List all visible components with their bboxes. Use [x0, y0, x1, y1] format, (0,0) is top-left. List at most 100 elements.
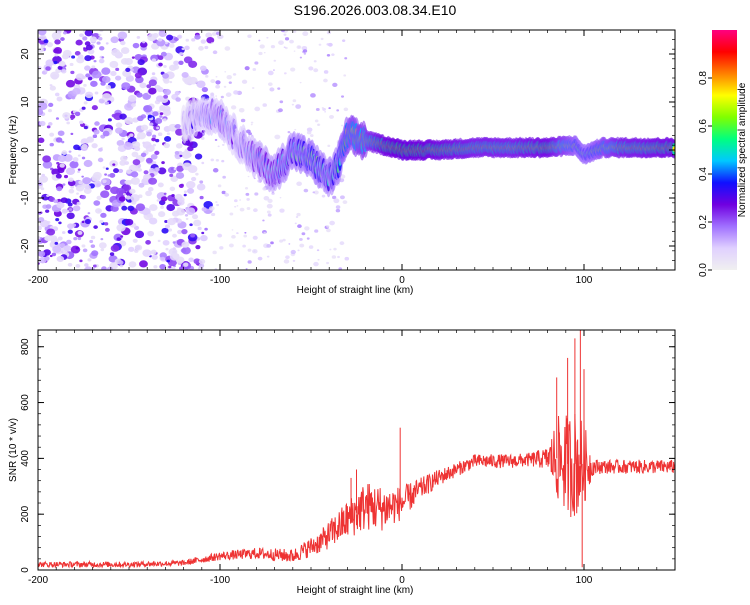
noise-blob	[166, 34, 174, 41]
noise-blob	[163, 142, 170, 149]
noise-blob	[267, 70, 274, 76]
noise-blob	[157, 239, 161, 243]
noise-blob	[312, 191, 315, 194]
noise-blob	[240, 118, 246, 123]
noise-blob	[246, 207, 251, 211]
noise-blob	[287, 131, 291, 134]
noise-blob	[138, 182, 145, 188]
noise-blob	[205, 32, 213, 38]
noise-blob	[160, 51, 167, 57]
noise-blob	[49, 142, 54, 147]
noise-blob	[198, 263, 205, 269]
noise-blob	[117, 31, 128, 40]
noise-blob	[83, 125, 88, 130]
noise-blob	[195, 245, 201, 250]
noise-blob	[53, 199, 59, 204]
noise-blob	[270, 241, 274, 245]
noise-blob	[250, 123, 253, 126]
noise-blob	[102, 166, 106, 169]
noise-blob	[67, 262, 73, 267]
noise-blob	[55, 218, 60, 222]
noise-blob	[140, 152, 147, 158]
noise-blob	[96, 41, 101, 45]
noise-blob	[245, 267, 248, 270]
noise-blob	[66, 121, 70, 125]
noise-blob	[42, 160, 53, 169]
noise-blob	[139, 260, 148, 268]
noise-blob	[283, 33, 287, 36]
noise-blob	[70, 185, 75, 189]
colorbar-tick-label: 0.2	[698, 215, 709, 229]
noise-blob	[115, 67, 120, 71]
noise-blob	[284, 46, 288, 50]
noise-blob	[170, 175, 179, 182]
noise-blob	[84, 266, 93, 270]
noise-blob	[258, 39, 261, 42]
noise-blob	[104, 101, 110, 105]
noise-blob	[49, 85, 56, 91]
noise-blob	[110, 70, 117, 77]
noise-blob	[61, 208, 68, 214]
noise-blob	[284, 72, 287, 75]
noise-blob	[254, 61, 259, 65]
noise-blob	[200, 136, 205, 140]
noise-blob	[269, 87, 275, 92]
noise-blob	[45, 204, 52, 209]
noise-blob	[84, 219, 92, 225]
noise-blob	[119, 264, 124, 268]
snr-axes: -200 -100 0 100 0 200 400 600 800	[20, 330, 676, 586]
noise-blob	[310, 93, 316, 98]
noise-blob	[293, 30, 297, 33]
noise-blob	[75, 264, 81, 268]
noise-blob	[279, 208, 285, 213]
noise-blob	[172, 247, 176, 250]
noise-blob	[70, 117, 74, 121]
noise-blob	[105, 85, 111, 90]
noise-blob	[292, 259, 296, 262]
noise-blob	[329, 220, 335, 226]
noise-blob	[154, 117, 163, 124]
noise-blob	[335, 205, 341, 209]
noise-blob	[159, 263, 166, 270]
noise-blob	[54, 241, 59, 245]
noise-blob	[106, 266, 114, 270]
noise-blob	[335, 208, 341, 213]
noise-blob	[160, 196, 168, 202]
noise-blob	[314, 119, 319, 123]
noise-blob	[263, 232, 267, 235]
noise-blob	[152, 33, 159, 39]
noise-blob	[50, 235, 58, 241]
snr-series-line	[38, 414, 675, 569]
spectrogram-xlabel: Height of straight line (km)	[297, 285, 414, 296]
noise-blob	[115, 122, 123, 128]
noise-blob	[111, 113, 117, 118]
noise-blob	[318, 43, 322, 46]
noise-blob	[83, 101, 88, 105]
noise-blob	[131, 103, 136, 108]
noise-blob	[42, 155, 52, 163]
noise-blob	[105, 167, 109, 170]
noise-blob	[169, 173, 174, 178]
noise-blob	[61, 140, 65, 144]
noise-blob	[82, 248, 88, 253]
noise-blob	[102, 179, 107, 184]
noise-blob	[190, 233, 196, 238]
noise-blob	[48, 196, 56, 202]
noise-blob	[148, 167, 155, 173]
noise-blob	[39, 34, 47, 41]
noise-blob	[98, 36, 103, 41]
noise-blob	[107, 118, 112, 122]
noise-blob	[211, 42, 214, 44]
noise-blob	[198, 46, 204, 51]
noise-blob	[165, 247, 169, 251]
noise-blob	[100, 190, 110, 198]
noise-blob	[101, 266, 107, 270]
noise-blob	[38, 182, 43, 186]
noise-blob	[124, 58, 133, 65]
noise-blob	[60, 250, 64, 254]
noise-blob	[98, 98, 105, 104]
noise-blob	[56, 161, 60, 165]
noise-blob	[194, 34, 201, 40]
noise-blob	[292, 99, 297, 103]
noise-blob	[236, 205, 239, 207]
